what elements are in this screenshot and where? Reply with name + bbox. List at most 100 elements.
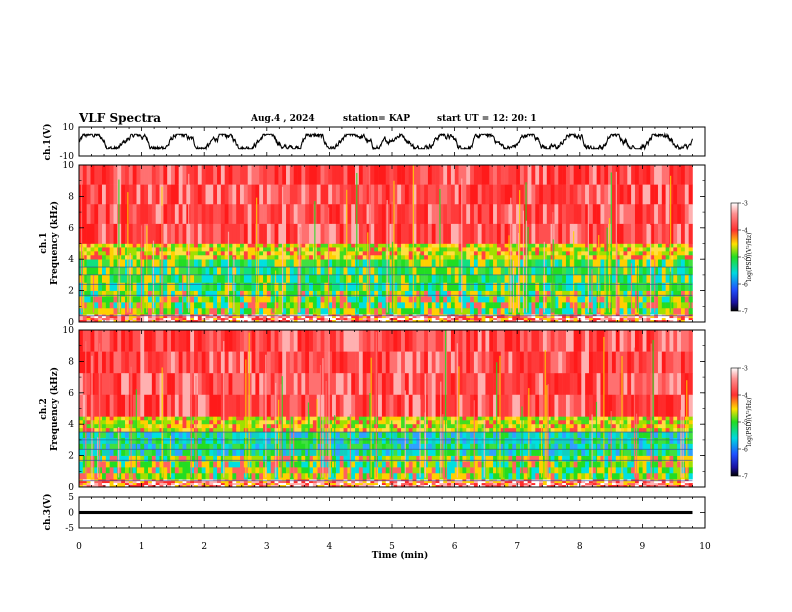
spec-cell [646,481,651,484]
spec-cell [197,318,202,321]
spec-streak [512,260,515,313]
spec-cell [466,473,471,480]
spec-cell [496,184,502,205]
spec-cell [278,308,283,315]
spec-cell [374,485,379,488]
spec-cell [623,165,628,185]
spec-cell [243,251,248,256]
spec-cell [274,247,279,252]
spec-cell [374,274,379,284]
spec-cell [178,247,183,252]
spec-cell [236,259,241,268]
spec-cell [197,320,202,323]
spec-cell [305,467,310,474]
spec-cell [565,255,571,260]
spec-cell [163,318,168,321]
spec-cell [366,302,371,309]
spec-cell [370,259,375,268]
spec-cell [205,485,210,488]
spec-cell [466,485,471,488]
spec-cell [416,223,421,244]
spec-cell [447,204,452,225]
spec-cell [236,274,241,284]
spec-cell [151,443,156,451]
spec-cell [496,223,502,244]
spec-cell [98,308,103,315]
spec-cell [286,473,291,480]
spec-cell [581,481,586,484]
spec-cell [201,296,206,303]
spec-cell [251,437,256,445]
spec-cell [228,318,233,321]
spec-cell [493,485,498,488]
spec-cell [397,243,402,248]
spec-cell [439,223,444,244]
spec-cell [401,247,406,252]
spec-cell [309,223,314,244]
spec-cell [665,259,670,268]
spec-cell [677,318,682,321]
spec-cell [274,296,279,303]
spec-cell [128,318,133,321]
spec-cell [370,479,375,482]
spec-cell [259,443,264,451]
spec-cell [638,467,643,474]
spec-cell [565,165,571,185]
spec-cell [669,255,674,260]
spec-cell [270,455,275,462]
spec-cell [217,483,222,486]
spec-cell [439,320,444,323]
spec-cell [117,481,122,484]
spec-cell [335,481,341,484]
spec-cell [378,467,383,474]
spec-cell [105,481,110,484]
spec-cell [163,485,168,488]
spec-cell [105,314,110,317]
spec-cell [385,449,390,456]
spec-cell [546,165,551,185]
spec-cell [201,455,206,462]
spec-cell [608,243,613,248]
spec-cell [623,274,628,284]
spec-cell [224,282,229,291]
spec-cell [167,473,172,480]
spec-cell [397,449,402,456]
spec-cell [420,204,425,225]
spec-cell [462,165,467,185]
spec-cell [136,274,141,284]
spec-cell [424,449,429,456]
spec-cell [174,481,179,484]
spec-cell [462,467,467,474]
spec-cell [569,259,574,268]
spec-cell [542,251,548,256]
spec-cell [677,308,682,315]
spec-cell [535,290,540,297]
spec-cell [366,274,371,284]
spec-cell [416,296,421,303]
spec-cell [144,318,149,321]
spec-cell [224,184,229,205]
spec-cell [550,316,555,319]
spec-cell [397,267,402,276]
spec-cell [554,302,559,309]
spec-cell [224,437,229,445]
spec-cell [263,318,268,321]
spec-cell [167,274,172,284]
spec-cell [416,481,421,484]
spec-cell [293,437,298,445]
spec-cell [282,455,287,462]
spec-cell [473,467,479,474]
spec-cell [278,223,283,244]
spec-cell [209,449,214,456]
spec-cell [454,255,459,260]
spec-cell [163,449,168,456]
spec-cell [159,485,164,488]
spec-cell [412,259,417,268]
spec-cell [148,223,153,244]
spec-cell [224,318,229,321]
spec-cell [481,455,486,462]
spec-cell [512,223,517,244]
spec-cell [569,473,574,480]
spec-cell [178,243,183,248]
spec-cell [427,223,433,244]
